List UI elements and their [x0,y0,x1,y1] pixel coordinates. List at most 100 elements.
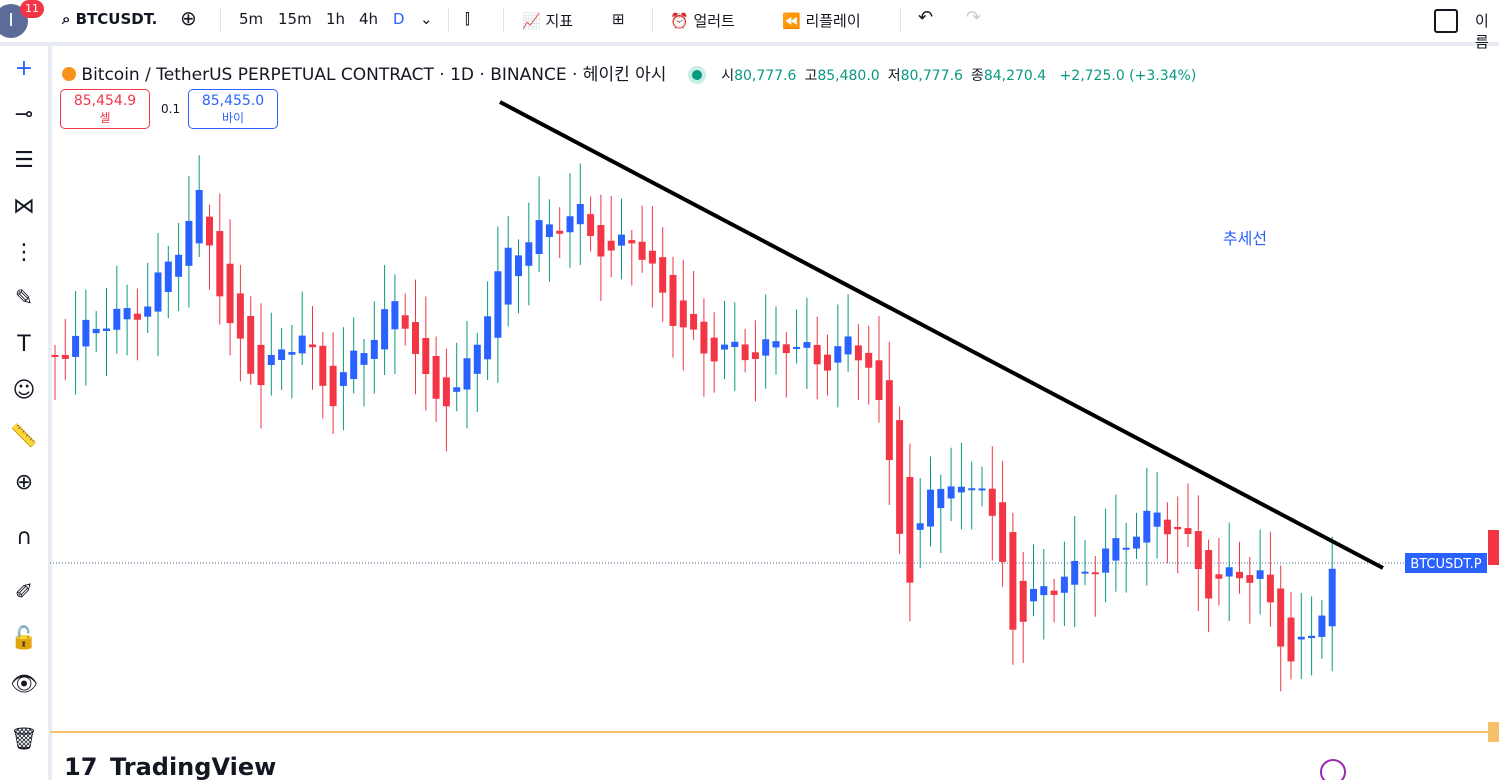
candle-body [1091,572,1099,575]
interval-menu[interactable]: ⌄ [420,10,433,28]
tool-brush[interactable]: ✎ [14,286,34,311]
tool-pattern[interactable]: ⋈ [13,194,35,219]
candle-body [370,339,378,359]
candle-body [391,301,399,330]
candle-body [206,216,213,246]
separator [652,8,653,32]
symbol-label-bg [1405,553,1487,573]
candle-body [175,254,183,277]
candle-body [1308,635,1316,639]
ohlc-value: 84,270.4 [983,68,1047,84]
candle-body [813,344,821,365]
candle-body [113,308,121,330]
alerts-button[interactable]: ⏰ 얼러트 [670,12,735,30]
candle-body [1163,519,1171,535]
ohlc-label: 저 [887,68,901,84]
tool-text[interactable]: T [17,332,31,357]
candle-body [267,354,275,365]
layouts[interactable]: ⊞ [612,10,625,28]
candle-body [1122,547,1130,550]
candle-body [679,300,687,328]
candle-body [618,234,625,246]
candle-body [154,272,162,312]
tool-lock[interactable]: 🔓 [10,626,38,651]
tool-forecast[interactable]: ⋮ [13,240,35,265]
candle-body [72,335,80,357]
tool-lock-draw[interactable]: ✐ [14,580,34,605]
separator [503,8,504,32]
interval[interactable]: 15m [278,10,312,28]
interval[interactable]: 5m [239,10,264,28]
candle-body [401,315,409,329]
candle-body [957,486,965,493]
candle-body [257,344,265,386]
ohlc-value: 80,777.6 [900,68,963,84]
candle-body [350,350,358,380]
candle-body [1318,615,1326,637]
separator [448,8,449,32]
candle-body [1266,574,1274,603]
tool-zoom[interactable]: ⊕ [14,470,34,495]
candle-body [1019,580,1027,622]
title: Bitcoin / TetherUS PERPETUAL CONTRACT · … [81,65,667,85]
replay-button[interactable]: ⏪ 리플레이 [782,12,861,30]
candle-body [339,372,347,386]
candle-body [875,360,883,401]
candle-body [298,335,306,354]
tool-delete[interactable]: 🗑 [10,727,38,752]
tool-visibility[interactable]: 👁 [10,672,38,697]
candle-body [999,502,1007,562]
interval[interactable]: 4h [359,10,379,28]
candle-body [988,488,996,516]
ohlc: 시80,777.6 고85,480.0 저80,777.6 종84,270.4 [721,68,1054,84]
candle-body [123,308,131,320]
chart-type[interactable]: ⫿ [465,10,470,28]
candle-body [824,354,831,371]
sell-label: 셀 [99,111,111,125]
candle-body [1081,571,1089,574]
symbol-label: BTCUSDT.P [1410,557,1481,572]
ohlc-label: 고 [804,68,818,84]
candle-body [1071,560,1079,585]
checkbox[interactable] [1434,9,1458,33]
trend-line[interactable] [499,100,1384,570]
sell-button[interactable]: 85,454.9 셀 [60,89,150,129]
candle-body [1009,532,1017,630]
candle-body [1030,588,1037,602]
undo[interactable]: ↶ [918,7,934,28]
tool-measure[interactable]: 📏 [10,424,38,449]
tool-fib[interactable]: ☰ [14,148,34,173]
candle-body [1194,531,1202,570]
candle-body [669,274,677,326]
change: +2,725.0 (+3.34%) [1059,68,1197,84]
candle-body [690,313,698,330]
candle-body [515,255,522,277]
interval[interactable]: D [393,10,405,28]
add-symbol[interactable]: ⊕ [180,6,197,30]
tool-magnet[interactable]: ∩ [15,525,33,550]
tool-cross[interactable]: + [14,56,34,81]
candle-body [638,241,646,260]
candles [51,155,1336,692]
tool-emoji[interactable]: ☺ [12,378,36,403]
candle-body [751,352,759,360]
buy-button[interactable]: 85,455.0 바이 [188,89,278,129]
candle-body [731,341,739,348]
candle-body [1184,528,1192,535]
candle-body [556,230,564,234]
tool-line[interactable]: ⊸ [14,102,34,127]
candle-body [442,377,450,407]
candle-body [906,476,914,583]
lightning[interactable] [1320,759,1346,780]
indicators-button[interactable]: 📈 지표 [522,12,574,30]
symbol: BTCUSDT. [75,10,158,28]
redo[interactable]: ↷ [966,7,982,28]
symbol-search[interactable]: ⌕ BTCUSDT. [62,10,158,28]
candle-body [772,341,780,348]
candle-body [1236,571,1243,579]
candle-body [504,247,512,305]
interval[interactable]: 1h [326,10,346,28]
candle-body [947,486,955,499]
